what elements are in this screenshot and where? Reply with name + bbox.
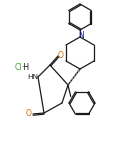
Text: O: O (58, 51, 64, 60)
Text: HN: HN (27, 74, 39, 80)
Text: ·H: ·H (21, 62, 29, 71)
Text: O: O (26, 109, 32, 119)
Text: N: N (78, 31, 84, 40)
Text: Cl: Cl (14, 62, 22, 71)
